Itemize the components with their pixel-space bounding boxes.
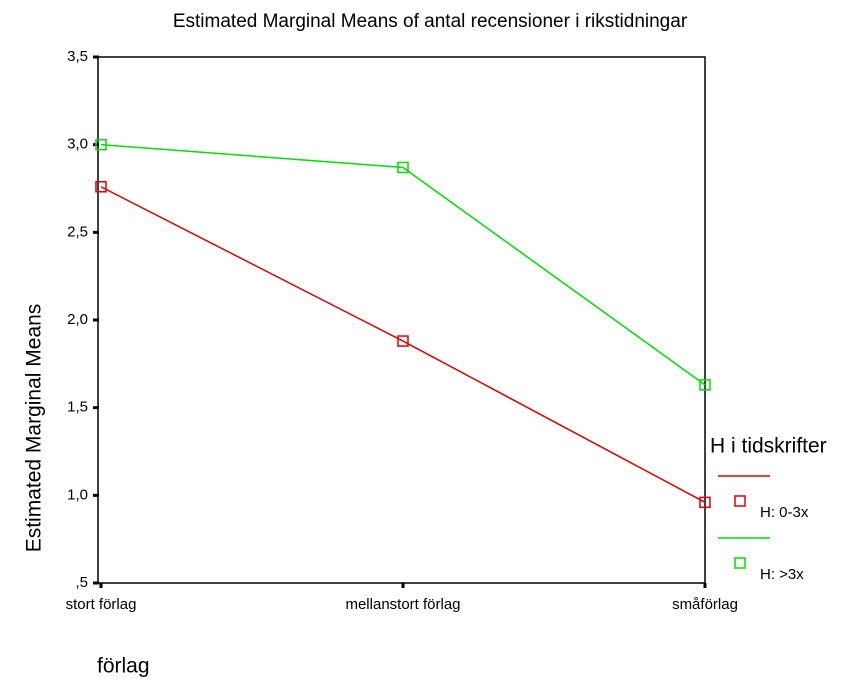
series-line [100,143,706,386]
data-point [397,161,409,174]
data-point [397,335,409,347]
series-line [100,186,706,504]
y-tick-label: 3,0 [67,136,88,153]
y-axis-title: Estimated Marginal Means [23,304,46,553]
y-tick-label: 2,0 [67,311,88,328]
y-tick-label: 1,0 [67,486,88,503]
legend-marker [734,557,746,569]
chart-title: Estimated Marginal Means of antal recens… [173,11,688,32]
x-axis-title: förlag [97,655,150,678]
x-tick-label: stort förlag [66,596,137,613]
legend-label: H: >3x [760,566,804,583]
y-tick-label: 1,5 [67,399,88,416]
data-point [95,138,107,151]
data-point [699,379,711,391]
legend-label: H: 0-3x [760,504,809,521]
data-point [95,180,107,193]
y-tick-label: 3,5 [67,48,88,65]
data-point [699,496,711,509]
y-tick-label: 2,5 [67,223,88,240]
legend-title: H i tidskrifter [710,435,827,458]
y-tick-label: ,5 [75,574,88,591]
legend-marker [734,495,746,507]
x-tick-label: småförlag [672,596,738,613]
x-tick-label: mellanstort förlag [345,596,460,613]
